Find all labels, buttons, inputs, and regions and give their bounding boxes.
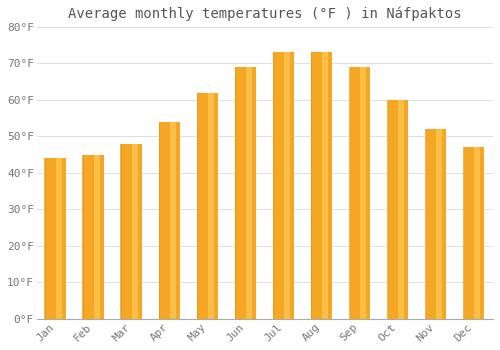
Bar (246, 67, 252, 319)
Bar (84, 155, 104, 319)
Bar (272, 52, 274, 319)
Bar (46, 158, 66, 319)
Bar (474, 147, 480, 319)
Bar (360, 67, 366, 319)
Bar (310, 52, 312, 319)
Bar (122, 144, 142, 319)
Bar (388, 100, 408, 319)
Bar (120, 144, 122, 319)
Bar (132, 144, 138, 319)
Bar (44, 158, 46, 319)
Bar (94, 155, 100, 319)
Bar (284, 52, 290, 319)
Bar (462, 147, 464, 319)
Bar (160, 122, 180, 319)
Bar (350, 67, 370, 319)
Bar (198, 92, 218, 319)
Bar (386, 100, 388, 319)
Title: Average monthly temperatures (°F ) in Náfpaktos: Average monthly temperatures (°F ) in Ná… (68, 7, 462, 21)
Bar (424, 129, 426, 319)
Bar (348, 67, 350, 319)
Bar (464, 147, 484, 319)
Bar (234, 67, 236, 319)
Bar (196, 92, 198, 319)
Bar (82, 155, 84, 319)
Bar (208, 92, 214, 319)
Bar (170, 122, 176, 319)
Bar (398, 100, 404, 319)
Bar (158, 122, 160, 319)
Bar (56, 158, 62, 319)
Bar (436, 129, 442, 319)
Bar (274, 52, 294, 319)
Bar (312, 52, 332, 319)
Bar (322, 52, 328, 319)
Bar (426, 129, 446, 319)
Bar (236, 67, 256, 319)
